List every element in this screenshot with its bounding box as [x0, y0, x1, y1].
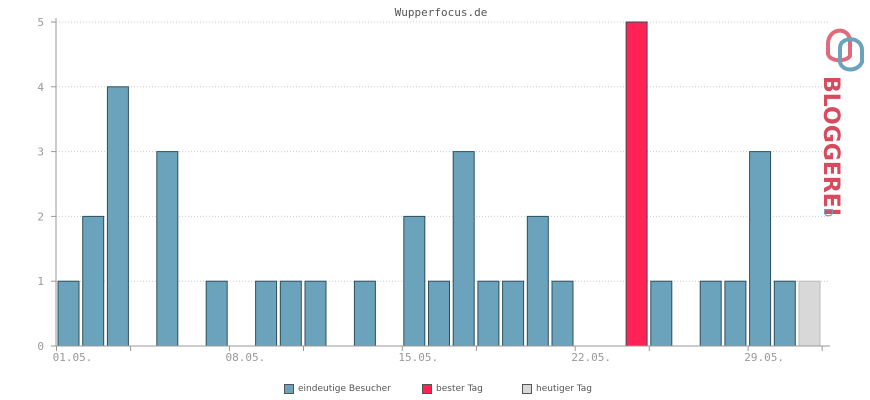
bar-best-day	[625, 21, 648, 347]
bar	[353, 280, 376, 347]
x-tick-label: 08.05.	[226, 351, 266, 364]
y-tick-label: 0	[37, 340, 44, 353]
bar-today	[798, 280, 821, 347]
x-tick-label: 22.05.	[571, 351, 611, 364]
bar	[279, 280, 302, 347]
bar	[403, 215, 426, 347]
bars	[57, 21, 821, 347]
y-tick-label: 2	[37, 210, 44, 223]
bar	[477, 280, 500, 347]
x-tick-label: 15.05.	[398, 351, 438, 364]
legend-label-best-day: bester Tag	[436, 384, 483, 394]
x-tick-label: 29.05.	[744, 351, 784, 364]
legend-label-today: heutiger Tag	[536, 384, 593, 394]
bar	[304, 280, 327, 347]
y-tick-label: 4	[37, 81, 44, 94]
y-tick-label: 3	[37, 146, 44, 159]
y-tick-labels: 0 1 2 3 4 5	[37, 16, 44, 353]
legend-swatch-best-day	[422, 384, 432, 394]
bar	[57, 280, 80, 347]
bar	[551, 280, 574, 347]
bloggerei-logo: BLOGGEREI .DE	[810, 18, 870, 225]
bar	[502, 280, 525, 347]
bloggerei-logo-icon	[826, 28, 864, 72]
bar	[106, 86, 129, 347]
legend-item-today: heutiger Tag	[522, 384, 592, 394]
logo-tld: .DE	[821, 204, 835, 218]
logo-text: BLOGGEREI	[818, 76, 843, 216]
bar	[82, 215, 105, 347]
legend-item-best-day: bester Tag	[422, 384, 483, 394]
legend-swatch-today	[522, 384, 532, 394]
axes	[55, 18, 830, 347]
legend-item-visitors: eindeutige Besucher	[284, 384, 391, 394]
x-tick-labels: 01.05. 08.05. 15.05. 22.05. 29.05.	[53, 346, 823, 364]
x-tick-label: 01.05.	[53, 351, 93, 364]
legend-label-visitors: eindeutige Besucher	[298, 384, 391, 394]
bar	[526, 215, 549, 347]
y-tick-label: 1	[37, 275, 44, 288]
bar	[255, 280, 278, 347]
y-tick-label: 5	[37, 16, 44, 29]
bar	[156, 151, 179, 347]
bar	[205, 280, 228, 347]
legend: eindeutige Besucher bester Tag heutiger …	[0, 384, 870, 398]
legend-swatch-visitors	[284, 384, 294, 394]
bar	[724, 280, 747, 347]
bar	[749, 151, 772, 347]
bar	[650, 280, 673, 347]
bar	[699, 280, 722, 347]
bar	[452, 151, 475, 347]
chart-title: Wupperfocus.de	[395, 6, 488, 19]
bar	[773, 280, 796, 347]
bar	[428, 280, 450, 347]
